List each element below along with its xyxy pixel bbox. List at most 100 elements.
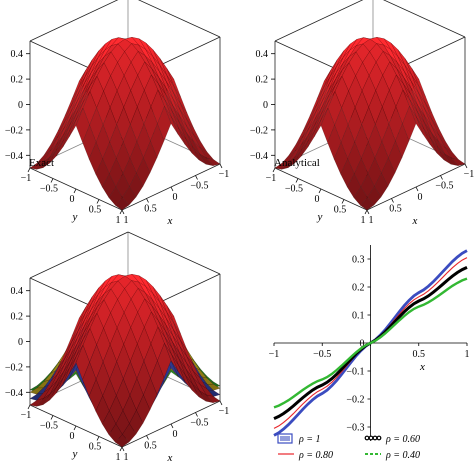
x-tick-mark — [170, 423, 174, 429]
x-tick-mark — [195, 175, 198, 180]
x-tick-mark — [440, 175, 443, 180]
surface-cell — [115, 197, 130, 211]
box-edge — [29, 231, 129, 279]
y-tick-mark — [341, 199, 345, 204]
legend-item: ρ = 0.80 — [278, 450, 333, 461]
y-tick-mark — [73, 425, 77, 431]
y-tick-label: 0.5 — [334, 205, 347, 216]
y-tick-mark — [27, 404, 31, 410]
y-tick-mark — [119, 209, 123, 215]
z-tick-label: −0.4 — [5, 388, 23, 399]
legend-item: ρ = 0.60 — [364, 434, 420, 445]
y-tick-mark — [295, 178, 299, 183]
box-edge — [29, 0, 119, 42]
legend-item: ρ = 0.40 — [365, 450, 420, 461]
x-tick-mark — [415, 186, 419, 192]
line-panel: −1 −0.5 0.5 1 0.3 0.2 0.1 0 −0.1 −0.2 −0.3 x — [269, 245, 470, 441]
x-tick-mark — [219, 400, 223, 406]
y-tick-label: −1 — [266, 173, 277, 184]
y-tick-label: 0 — [360, 339, 365, 350]
y-tick-mark — [96, 199, 100, 204]
z-tick-label: −0.2 — [5, 125, 23, 136]
x-axis-label: x — [419, 361, 425, 373]
x-tick-mark — [366, 209, 370, 215]
y-tick-label: −1 — [21, 410, 32, 421]
y-axis-ticks: −1 −0.5 0 0.5 1 — [266, 167, 368, 226]
y-tick-label: −1 — [21, 173, 32, 184]
y-tick-label: −0.2 — [346, 395, 364, 406]
x-tick-mark — [121, 446, 125, 452]
x-tick-label: 0 — [418, 192, 423, 203]
surface-series — [29, 274, 221, 448]
box-edge — [127, 231, 221, 275]
x-tick-label: 1 — [124, 215, 129, 226]
x-tick-mark — [219, 163, 223, 169]
z-axis-ticks: 0.4 0.2 0 −0.2 −0.4 — [5, 286, 30, 399]
y-tick-label: 0 — [315, 194, 320, 205]
surfaces — [274, 37, 466, 211]
x-axis-ticks: 1 0.5 0 −0.5 −1 — [366, 163, 474, 226]
z-tick-label: 0.4 — [256, 49, 269, 60]
x-tick-label: 1 — [465, 349, 470, 360]
y-tick-label: 0.5 — [89, 442, 102, 453]
x-tick-mark — [464, 163, 468, 169]
y-tick-mark — [364, 209, 368, 215]
y-tick-label: 1 — [116, 215, 121, 226]
y-tick-mark — [73, 188, 77, 194]
y-tick-label: −0.5 — [285, 184, 303, 195]
x-axis-label: x — [167, 215, 173, 227]
z-tick-label: 0 — [18, 337, 23, 348]
y-tick-mark — [50, 178, 54, 183]
surfaces — [29, 274, 221, 448]
x-tick-label: −1 — [464, 169, 474, 180]
x-tick-mark — [195, 412, 198, 417]
x-tick-mark — [170, 186, 174, 192]
z-tick-label: 0.4 — [11, 49, 24, 60]
x-tick-label: 0.5 — [144, 441, 157, 452]
x-axis-ticks: 1 0.5 0 −0.5 −1 — [121, 400, 229, 463]
x-tick-mark — [391, 198, 394, 203]
y-axis-label: y — [72, 211, 78, 223]
panel-label: Analytical — [274, 157, 320, 169]
y-tick-label: 0 — [70, 431, 75, 442]
y-axis-label: y — [317, 211, 323, 223]
z-tick-label: 0.2 — [11, 312, 24, 323]
legend-swatch-dot — [376, 435, 382, 441]
y-axis-label: y — [72, 448, 78, 460]
z-tick-label: −0.2 — [5, 362, 23, 373]
x-tick-label: 0 — [173, 192, 178, 203]
y-tick-mark — [119, 446, 123, 452]
box-edge — [274, 0, 364, 42]
x-tick-label: 0.5 — [144, 204, 157, 215]
panel-label: Exact — [29, 157, 54, 169]
x-tick-mark — [146, 435, 149, 440]
surface-panel-analytical: 0.4 0.2 0 −0.2 −0.4 −1 −0.5 0 0.5 1 1 0.5 0 −0.5 −1 y x A… — [250, 0, 474, 227]
y-tick-label: 1 — [116, 452, 121, 463]
z-axis-ticks: 0.4 0.2 0 −0.2 −0.4 — [250, 49, 275, 162]
surface-series — [274, 37, 466, 211]
y-tick-mark — [27, 167, 31, 173]
legend-item: ρ = 1 — [277, 433, 321, 445]
z-tick-label: −0.4 — [5, 151, 23, 162]
box-edge — [137, 0, 221, 38]
z-tick-label: 0.2 — [256, 75, 269, 86]
x-tick-label: −1 — [219, 169, 230, 180]
x-axis-ticks: 1 0.5 0 −0.5 −1 — [121, 163, 230, 226]
box-edge — [382, 0, 466, 38]
x-tick-mark — [146, 198, 149, 203]
y-tick-mark — [318, 188, 322, 194]
z-tick-label: 0 — [263, 100, 268, 111]
x-tick-label: 0.5 — [389, 204, 402, 215]
legend-swatch-fill — [280, 436, 290, 441]
surface-panel-exact: 0.4 0.2 0 −0.2 −0.4 −1 −0.5 0 0.5 1 1 0.5 0 −0.5 −1 y x E… — [5, 0, 229, 227]
legend-swatch-dot — [368, 435, 374, 441]
z-tick-label: −0.4 — [250, 151, 268, 162]
y-axis-ticks: −1 −0.5 0 0.5 1 — [21, 404, 123, 463]
series-line — [273, 277, 468, 409]
legend: ρ = 1 ρ = 0.60 ρ = 0.80 ρ = 0.40 — [277, 433, 420, 461]
x-axis-label: x — [167, 452, 173, 464]
x-tick-label: 1 — [124, 452, 129, 463]
z-axis-ticks: 0.4 0.2 0 −0.2 −0.4 — [5, 49, 30, 162]
y-tick-mark — [50, 415, 54, 420]
x-tick-label: −0.5 — [190, 181, 208, 192]
